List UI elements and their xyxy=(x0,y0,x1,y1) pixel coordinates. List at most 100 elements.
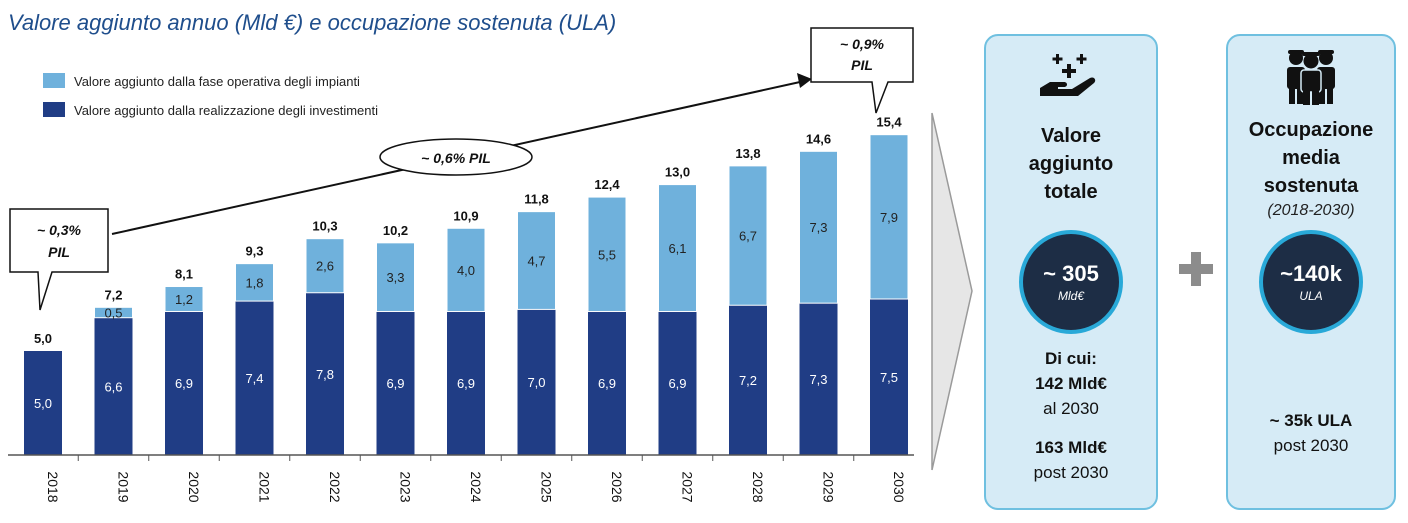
callout-end: ~ 0,9% PIL xyxy=(810,27,914,114)
employment-detail-period: post 2030 xyxy=(1273,436,1349,455)
value-circle: ~ 305 Mld€ xyxy=(1019,230,1123,334)
callout-end-line2: PIL xyxy=(851,57,873,73)
x-tick-label-2022: 2022 xyxy=(327,471,343,502)
bar-label-investimenti-2029: 7,3 xyxy=(809,372,827,387)
plus-icon xyxy=(1179,252,1213,286)
x-tick-label-2021: 2021 xyxy=(257,471,273,502)
workers-icon xyxy=(1287,50,1335,105)
employment-subtitle: (2018-2030) xyxy=(1267,202,1355,219)
x-tick-label-2019: 2019 xyxy=(116,471,132,502)
x-tick-label-2026: 2026 xyxy=(609,471,625,502)
legend-swatch-investimenti xyxy=(43,102,65,117)
bar-label-investimenti-2028: 7,2 xyxy=(739,373,757,388)
callout-middle: ~ 0,6% PIL xyxy=(379,138,533,176)
bar-label-investimenti-2023: 6,9 xyxy=(386,376,404,391)
bar-operativa-2024 xyxy=(446,227,486,312)
panel-employment: Occupazione media sostenuta (2018-2030) … xyxy=(1226,34,1396,510)
bar-label-operativa-2029: 7,3 xyxy=(809,220,827,235)
x-tick-label-2020: 2020 xyxy=(186,471,202,502)
bar-total-2028: 13,8 xyxy=(735,146,760,161)
bar-total-2023: 10,2 xyxy=(383,223,408,238)
employment-title-line2: media xyxy=(1282,147,1340,169)
bar-investimenti-2023 xyxy=(376,311,415,455)
bar-operativa-2028 xyxy=(728,165,768,306)
x-tick-label-2030: 2030 xyxy=(891,471,907,502)
bar-total-2025: 11,8 xyxy=(524,192,549,207)
x-tick-label-2029: 2029 xyxy=(821,471,837,502)
stacked-bar-chart: Valore aggiunto dalla fase operativa deg… xyxy=(8,27,973,503)
bar-total-2018: 5,0 xyxy=(34,331,52,346)
bar-investimenti-2021 xyxy=(235,301,274,455)
bar-investimenti-2026 xyxy=(588,311,626,455)
bar-label-operativa-2024: 4,0 xyxy=(457,263,475,278)
bar-label-operativa-2021: 1,8 xyxy=(245,275,263,290)
employment-circle: ~140k ULA xyxy=(1259,230,1363,334)
callout-start-line2: PIL xyxy=(48,244,70,260)
bar-operativa-2030 xyxy=(869,134,909,300)
employment-circle-number: ~140k xyxy=(1280,261,1342,286)
bar-label-investimenti-2030: 7,5 xyxy=(880,370,898,385)
bar-operativa-2029 xyxy=(799,150,838,304)
value-title-line2: aggiunto xyxy=(1028,153,1114,175)
x-tick-label-2025: 2025 xyxy=(539,471,555,502)
bar-investimenti-2024 xyxy=(447,311,485,455)
panel-value-added: Valore aggiunto totale ~ 305 Mld€ Di cui… xyxy=(984,34,1158,510)
x-tick-label-2024: 2024 xyxy=(468,471,484,502)
bar-total-2022: 10,3 xyxy=(312,219,337,234)
employment-detail: ~ 35k ULA post 2030 xyxy=(1228,408,1394,458)
bar-label-investimenti-2027: 6,9 xyxy=(668,376,686,391)
value-detail-period2: post 2030 xyxy=(1033,463,1109,482)
legend-label-investimenti: Valore aggiunto dalla realizzazione degl… xyxy=(74,103,378,118)
bar-label-operativa-2028: 6,7 xyxy=(739,229,757,244)
x-axis-ticks: 2018 2019 2020 2021 2022 2023 2024 2025 2026 2027… xyxy=(45,455,907,503)
value-circle-unit: Mld€ xyxy=(1057,289,1084,303)
bar-investimenti-2030 xyxy=(870,299,908,455)
bar-investimenti-2029 xyxy=(799,303,838,455)
value-title-line1: Valore xyxy=(1040,125,1102,147)
bar-investimenti-2027 xyxy=(658,311,697,455)
bar-label-operativa-2022: 2,6 xyxy=(316,259,334,274)
bar-label-investimenti-2024: 6,9 xyxy=(457,376,475,391)
bar-operativa-2027 xyxy=(658,184,697,312)
bar-operativa-2020 xyxy=(164,286,204,312)
value-detail: Di cui: 142 Mld€ al 2030 163 Mld€ post 2… xyxy=(986,346,1156,485)
bar-operativa-2025 xyxy=(517,211,556,310)
value-title: Valore aggiunto totale xyxy=(986,122,1156,206)
bar-label-investimenti-2019: 6,6 xyxy=(104,379,122,394)
bars-group: 5,0 5,0 6,6 0,5 7,2 6,9 1,2 8,1 7,4 1,8 9,3 7,8 2,6 1… xyxy=(24,115,909,455)
bar-investimenti-2025 xyxy=(517,309,556,455)
bar-total-2024: 10,9 xyxy=(453,208,478,223)
callout-end-line1: ~ 0,9% xyxy=(840,36,885,52)
employment-circle-unit: ULA xyxy=(1299,289,1323,303)
bar-label-investimenti-2026: 6,9 xyxy=(598,376,616,391)
value-detail-heading: Di cui: xyxy=(1045,349,1097,368)
x-tick-label-2028: 2028 xyxy=(750,471,766,502)
employment-detail-amount: ~ 35k ULA xyxy=(1269,411,1353,430)
bar-total-2026: 12,4 xyxy=(594,177,620,192)
callout-start: ~ 0,3% PIL xyxy=(9,208,109,311)
value-detail-amount2: 163 Mld€ xyxy=(1035,438,1107,457)
trend-arrow-head xyxy=(797,73,812,88)
value-title-line3: totale xyxy=(1044,181,1098,203)
bar-investimenti-2028 xyxy=(729,305,767,455)
x-tick-label-2027: 2027 xyxy=(680,471,696,502)
chevron-arrow-icon xyxy=(931,112,973,471)
bar-label-investimenti-2020: 6,9 xyxy=(175,376,193,391)
bar-operativa-2019 xyxy=(94,306,133,319)
bar-total-2030: 15,4 xyxy=(876,115,902,130)
employment-title-line3: sostenuta xyxy=(1263,175,1359,197)
bar-total-2019: 7,2 xyxy=(104,287,122,302)
bar-label-investimenti-2021: 7,4 xyxy=(245,371,263,386)
bar-label-operativa-2025: 4,7 xyxy=(527,254,545,269)
bar-label-investimenti-2025: 7,0 xyxy=(527,375,545,390)
bar-operativa-2026 xyxy=(587,196,627,312)
callout-start-line1: ~ 0,3% xyxy=(37,222,82,238)
bar-investimenti-2018 xyxy=(24,351,62,455)
bar-investimenti-2022 xyxy=(306,292,344,455)
bar-label-operativa-2019: 0,5 xyxy=(104,306,122,321)
bar-label-operativa-2020: 1,2 xyxy=(175,292,193,307)
value-detail-period1: al 2030 xyxy=(1043,399,1099,418)
employment-title: Occupazione media sostenuta xyxy=(1228,116,1394,200)
value-circle-number: ~ 305 xyxy=(1043,261,1099,286)
bar-label-investimenti-2018: 5,0 xyxy=(34,396,52,411)
